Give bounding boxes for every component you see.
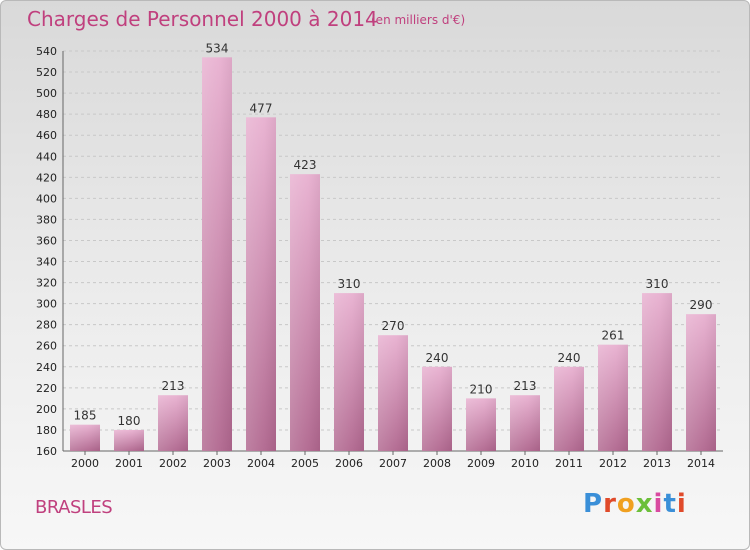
y-tick-label: 300: [36, 298, 57, 311]
bar-sheen: [642, 293, 672, 451]
value-label-2004: 477: [250, 101, 273, 115]
logo-letter: x: [635, 489, 654, 519]
y-tick-label: 280: [36, 319, 57, 332]
x-tick-label-2000: 2000: [71, 457, 99, 470]
value-label-2005: 423: [294, 158, 317, 172]
x-tick-label-2009: 2009: [467, 457, 495, 470]
value-label-2008: 240: [426, 351, 449, 365]
logo-letter: P: [583, 489, 604, 519]
y-tick-label: 220: [36, 382, 57, 395]
bar-sheen: [114, 429, 144, 451]
value-label-2000: 185: [74, 409, 97, 423]
bar-sheen: [334, 293, 364, 451]
y-tick-label: 400: [36, 192, 57, 205]
y-tick-label: 420: [36, 171, 57, 184]
value-label-2011: 240: [558, 351, 581, 365]
value-label-2007: 270: [382, 319, 405, 333]
x-tick-label-2012: 2012: [599, 457, 627, 470]
bar-sheen: [554, 366, 584, 451]
y-tick-label: 340: [36, 256, 57, 269]
bar-sheen: [202, 57, 232, 451]
value-label-2001: 180: [118, 414, 141, 428]
y-tick-label: 200: [36, 403, 57, 416]
chart-subtitle: (en milliers d'€): [371, 13, 466, 27]
y-tick-label: 540: [36, 45, 57, 58]
y-tick-label: 320: [36, 277, 57, 290]
chart-title: Charges de Personnel 2000 à 2014: [27, 7, 378, 31]
value-label-2002: 213: [162, 379, 185, 393]
value-label-2006: 310: [338, 277, 361, 291]
y-tick-label: 440: [36, 150, 57, 163]
x-tick-label-2014: 2014: [687, 457, 715, 470]
bar-sheen: [290, 174, 320, 451]
x-tick-label-2004: 2004: [247, 457, 275, 470]
logo-letter: o: [616, 489, 636, 519]
y-tick-label: 260: [36, 340, 57, 353]
bar-sheen: [378, 335, 408, 451]
value-label-2014: 290: [690, 298, 713, 312]
commune-name: BRASLES: [35, 497, 113, 518]
logo-letter: i: [653, 489, 664, 519]
proxiti-logo[interactable]: Proxiti: [583, 489, 687, 519]
logo-letter: r: [603, 489, 617, 519]
y-tick-label: 500: [36, 87, 57, 100]
value-label-2003: 534: [206, 41, 229, 55]
bar-sheen: [598, 344, 628, 451]
value-label-2010: 213: [514, 379, 537, 393]
bar-sheen: [466, 398, 496, 451]
bar-sheen: [686, 314, 716, 451]
y-tick-label: 160: [36, 445, 57, 458]
bar-sheen: [422, 366, 452, 451]
value-label-2012: 261: [602, 329, 625, 343]
logo-letter: t: [663, 489, 677, 519]
y-tick-label: 240: [36, 361, 57, 374]
x-tick-label-2008: 2008: [423, 457, 451, 470]
logo-letter: i: [676, 489, 687, 519]
bars: [70, 57, 716, 451]
x-tick-label-2002: 2002: [159, 457, 187, 470]
bar-sheen: [158, 395, 188, 451]
value-labels: 185 180 213 534 477 423 310 270 240 210 213 240 261 3…: [74, 41, 713, 428]
y-tick-label: 520: [36, 66, 57, 79]
y-tick-label: 360: [36, 234, 57, 247]
x-tick-label-2001: 2001: [115, 457, 143, 470]
bar-sheen: [246, 117, 276, 451]
value-label-2013: 310: [646, 277, 669, 291]
y-tick-label: 460: [36, 129, 57, 142]
x-tick-label-2006: 2006: [335, 457, 363, 470]
x-tick-label-2005: 2005: [291, 457, 319, 470]
bar-sheen: [70, 424, 100, 451]
bar-sheen: [510, 395, 540, 451]
x-tick-label-2003: 2003: [203, 457, 231, 470]
x-tick-label-2010: 2010: [511, 457, 539, 470]
y-tick-label: 480: [36, 108, 57, 121]
x-tick-label-2011: 2011: [555, 457, 583, 470]
value-label-2009: 210: [470, 382, 493, 396]
x-tick-label-2013: 2013: [643, 457, 671, 470]
y-tick-label: 180: [36, 424, 57, 437]
x-tick-label-2007: 2007: [379, 457, 407, 470]
axes: 160 180 200 220 240 260 280 300 320 340 360 380 400 4…: [36, 45, 723, 470]
y-tick-label: 380: [36, 213, 57, 226]
